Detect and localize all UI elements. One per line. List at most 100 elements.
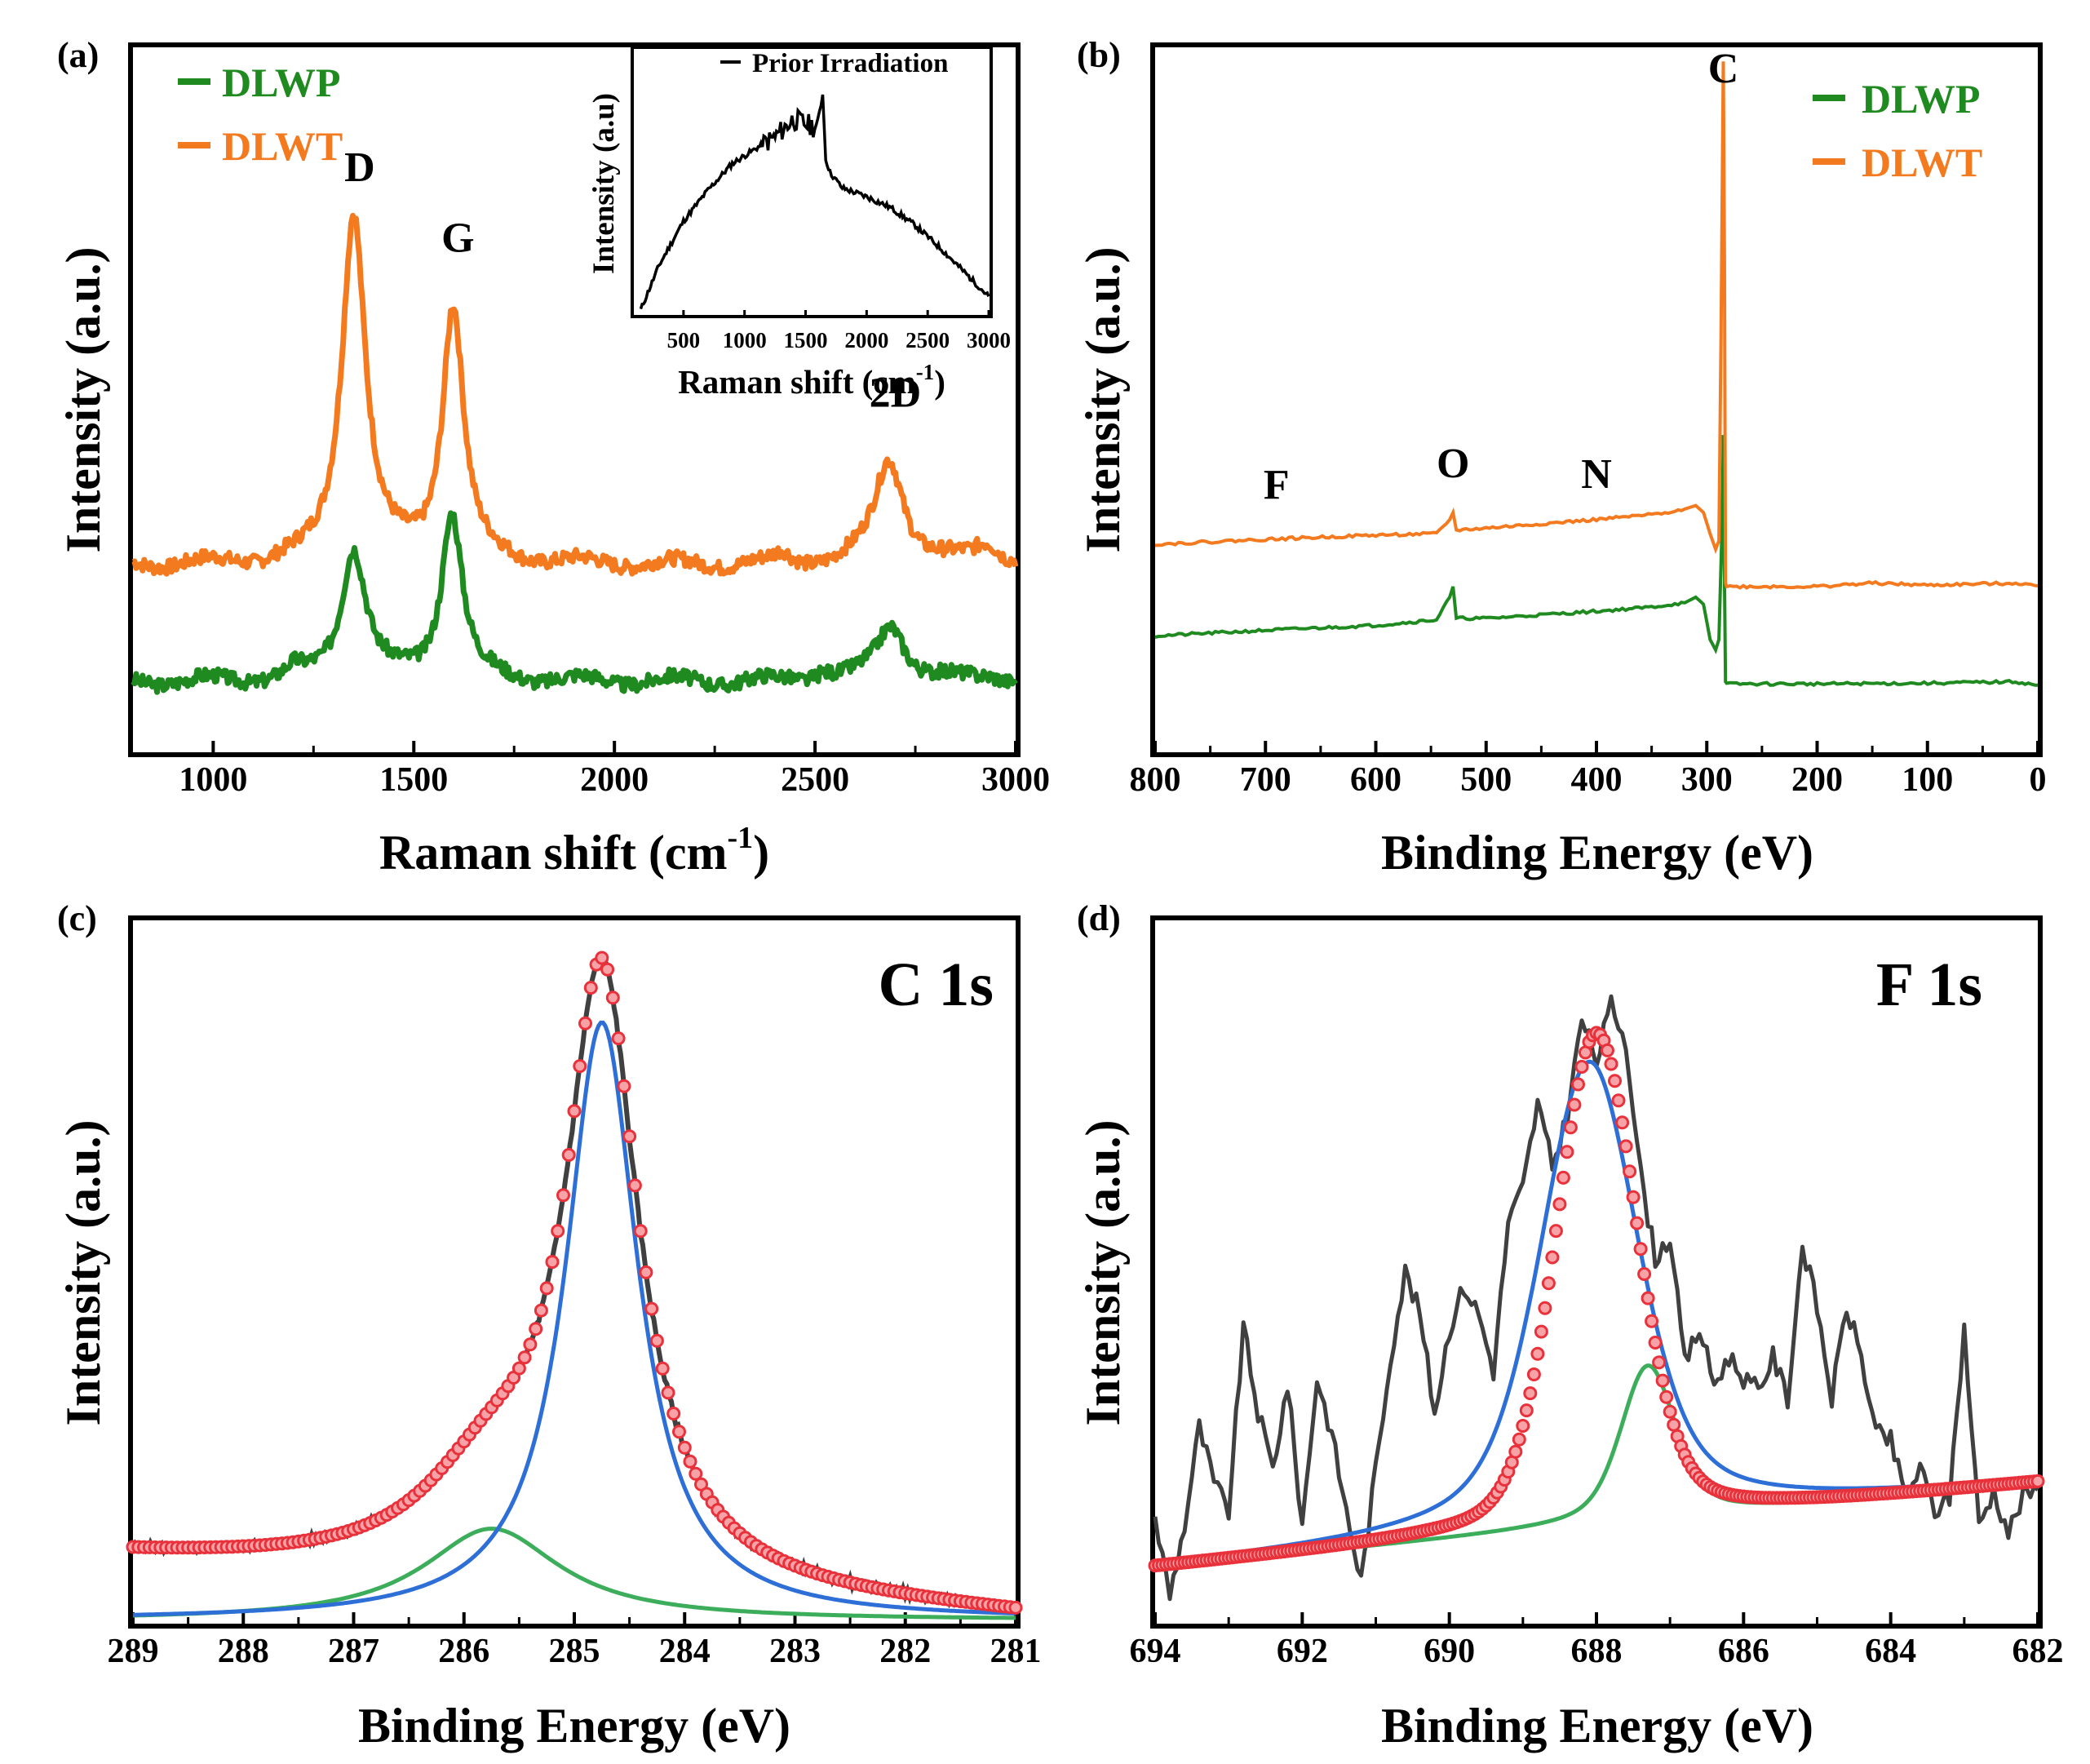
fit-point bbox=[1604, 1057, 1618, 1071]
element-label: F bbox=[1264, 462, 1290, 508]
fit-point bbox=[683, 1454, 697, 1469]
fit-point bbox=[1534, 1324, 1548, 1339]
fit-point bbox=[534, 1303, 548, 1318]
inset-x-tick-label: 500 bbox=[667, 328, 701, 352]
legend-label-dlwp: DLWP bbox=[222, 60, 340, 105]
fit-point bbox=[1667, 1417, 1681, 1432]
x-tick-label: 288 bbox=[218, 1633, 269, 1670]
panel-a-y-label: Intensity (a.u.) bbox=[56, 246, 110, 552]
fit-point bbox=[605, 991, 620, 1005]
fit-point bbox=[567, 1104, 582, 1119]
element-label: O bbox=[1437, 441, 1469, 487]
fit-point bbox=[1626, 1190, 1641, 1204]
fit-point bbox=[1512, 1432, 1526, 1447]
fit-point bbox=[1548, 1224, 1563, 1239]
panel-d-x-axis: 694 692 690 688 686 684 682 bbox=[1130, 1612, 2064, 1670]
x-tick-label: 684 bbox=[1865, 1633, 1916, 1670]
fit-point bbox=[545, 1255, 560, 1270]
fit-point bbox=[1652, 1355, 1667, 1370]
x-tick-label: 3000 bbox=[981, 761, 1050, 799]
fit-point bbox=[517, 1350, 532, 1365]
fit-point bbox=[1637, 1267, 1652, 1281]
x-tick-label: 0 bbox=[2030, 761, 2047, 799]
fit-point bbox=[633, 1224, 648, 1239]
panel-d-frame bbox=[1150, 915, 2043, 1629]
panel-a-x-axis: 1000 1500 2000 2500 3000 bbox=[179, 741, 1050, 799]
fit-point bbox=[622, 1129, 637, 1144]
fit-point bbox=[666, 1407, 681, 1421]
x-tick-label: 700 bbox=[1240, 761, 1291, 799]
inset-x-label: Raman shift (cm-1) bbox=[678, 360, 945, 401]
fit-point bbox=[1645, 1314, 1659, 1328]
legend-label-dlwp: DLWP bbox=[1862, 76, 1980, 122]
inset-series-line bbox=[639, 94, 990, 310]
panel-d-label: (d) bbox=[1077, 898, 1121, 938]
fit-point bbox=[1516, 1419, 1530, 1433]
fit-point bbox=[1608, 1074, 1622, 1088]
fit-point bbox=[583, 981, 598, 995]
fit-point bbox=[655, 1361, 670, 1376]
envelope-fit bbox=[126, 951, 1023, 1615]
fit-point bbox=[511, 1361, 526, 1376]
x-tick-label: 287 bbox=[328, 1633, 379, 1670]
inset-x-tick-label: 2500 bbox=[906, 328, 950, 352]
panel-b-x-axis: 800 700 600 500 400 300 200 100 0 bbox=[1130, 741, 2047, 799]
panel-c-title: C 1s bbox=[879, 951, 994, 1019]
x-tick-label: 1500 bbox=[379, 761, 448, 799]
fit-point bbox=[529, 1322, 543, 1336]
panel-b-plot-area bbox=[1154, 61, 2039, 688]
x-tick-label: 282 bbox=[879, 1633, 931, 1670]
fit-point bbox=[1601, 1043, 1614, 1057]
envelope-fit bbox=[1148, 1026, 2045, 1573]
panel-c-y-label: Intensity (a.u.) bbox=[56, 1119, 110, 1425]
fit-point bbox=[661, 1385, 675, 1400]
panel-a-inset: 500 1000 1500 2000 2500 3000 Prior Irradiatio… bbox=[587, 46, 1011, 401]
fit-point bbox=[689, 1466, 703, 1481]
fit-point bbox=[1567, 1097, 1582, 1112]
fit-point bbox=[1618, 1139, 1633, 1154]
fit-point bbox=[595, 951, 609, 965]
panel-a-frame bbox=[128, 42, 1021, 757]
peak-label: D bbox=[344, 144, 375, 191]
peak-label: G bbox=[441, 215, 474, 262]
x-tick-label: 692 bbox=[1277, 1633, 1328, 1670]
fit-point bbox=[1526, 1367, 1541, 1381]
panel-a-x-label: Raman shift (cm-1) bbox=[379, 821, 769, 880]
fit-point bbox=[1541, 1276, 1556, 1291]
raw-spectrum-line bbox=[1153, 994, 2039, 1602]
x-tick-label: 200 bbox=[1791, 761, 1843, 799]
fit-point bbox=[556, 1188, 570, 1203]
fit-point bbox=[1623, 1164, 1637, 1179]
x-tick-label: 400 bbox=[1571, 761, 1623, 799]
series-line-dlwt bbox=[131, 212, 1019, 577]
inset-x-tick-label: 1500 bbox=[784, 328, 828, 352]
inset-x-label-close: ) bbox=[934, 363, 945, 401]
element-label: N bbox=[1581, 451, 1612, 498]
legend-label-dlwt: DLWT bbox=[222, 123, 343, 169]
panel-c: (c) 289 288 287 286 285 284 283 282 281 C 1s Int… bbox=[56, 898, 1042, 1753]
inset-x-tick-label: 2000 bbox=[844, 328, 888, 352]
fit-point bbox=[578, 1016, 592, 1030]
panel-d-x-label: Binding Energy (eV) bbox=[1381, 1699, 1813, 1753]
fit-point bbox=[1574, 1060, 1589, 1074]
panel-b-x-label: Binding Energy (eV) bbox=[1381, 826, 1813, 880]
x-tick-label: 281 bbox=[990, 1633, 1042, 1670]
fit-point bbox=[2030, 1474, 2045, 1488]
fit-point bbox=[1508, 1444, 1523, 1459]
x-tick-label: 2000 bbox=[580, 761, 649, 799]
panel-a-peak-labels: D G 2D bbox=[344, 144, 921, 416]
panel-c-frame bbox=[128, 915, 1021, 1629]
inset-x-tick-label: 3000 bbox=[967, 328, 1011, 352]
series-line-dlwp bbox=[131, 510, 1018, 695]
x-tick-label: 686 bbox=[1718, 1633, 1769, 1670]
fit-point bbox=[1663, 1404, 1677, 1419]
fit-point bbox=[1648, 1336, 1663, 1350]
inset-x-label-main: Raman shift (cm bbox=[678, 363, 916, 401]
x-tick-label: 283 bbox=[769, 1633, 821, 1670]
x-tick-label: 500 bbox=[1460, 761, 1512, 799]
fit-point bbox=[1655, 1373, 1670, 1388]
fit-point bbox=[1545, 1250, 1560, 1265]
x-tick-label: 600 bbox=[1350, 761, 1401, 799]
panel-c-label: (c) bbox=[57, 898, 97, 938]
x-tick-label: 286 bbox=[438, 1633, 489, 1670]
